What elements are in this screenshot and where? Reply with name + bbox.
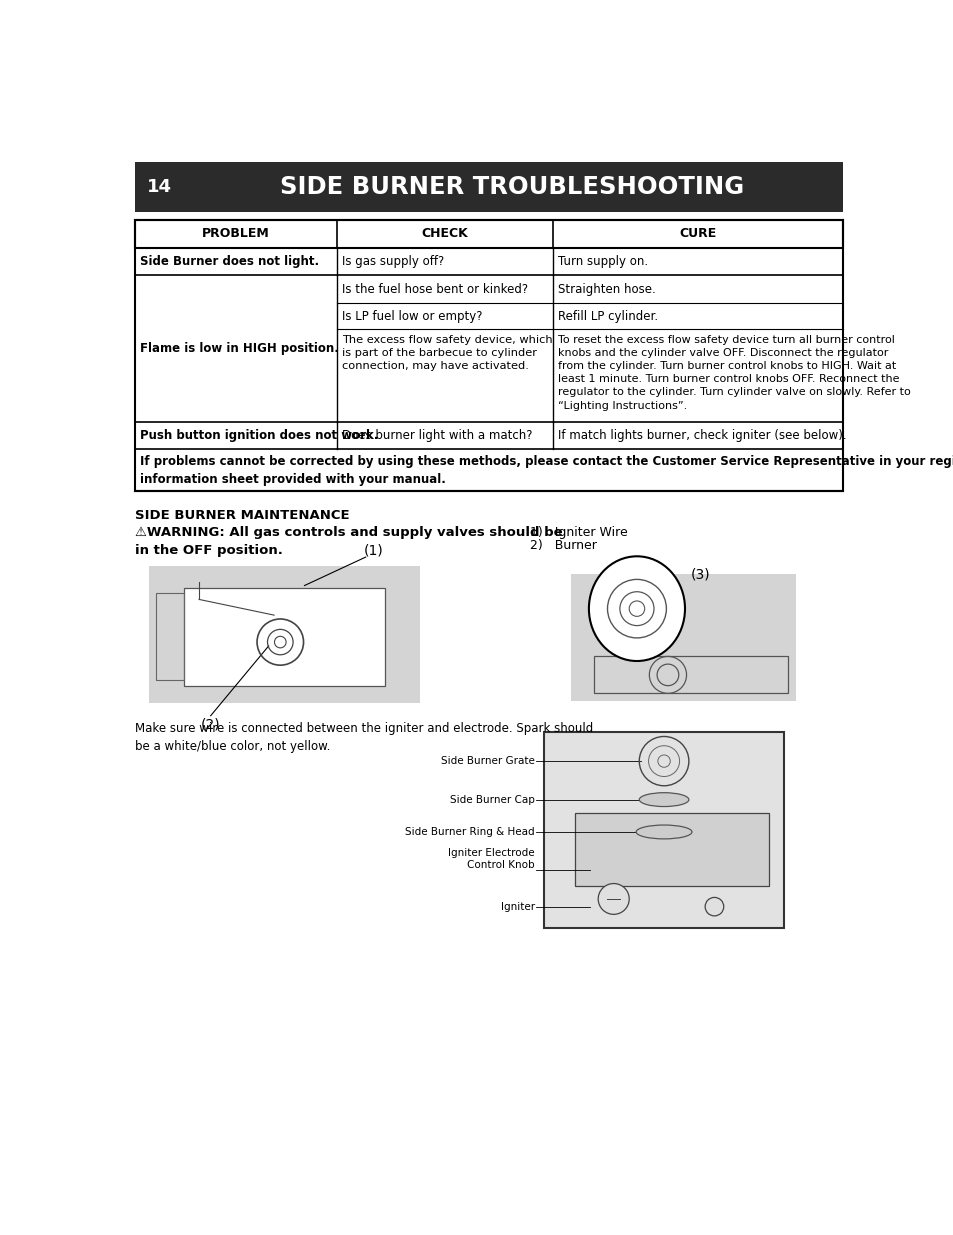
Text: Push button ignition does not work.: Push button ignition does not work. bbox=[140, 429, 378, 442]
Bar bbox=[156, 593, 183, 680]
Text: (1): (1) bbox=[363, 543, 383, 557]
Text: Flame is low in HIGH position.: Flame is low in HIGH position. bbox=[140, 342, 338, 354]
Ellipse shape bbox=[588, 556, 684, 661]
Bar bbox=[134, 162, 842, 212]
Text: Is LP fuel low or empty?: Is LP fuel low or empty? bbox=[342, 310, 482, 322]
Text: Make sure wire is connected between the igniter and electrode. Spark should
be a: Make sure wire is connected between the … bbox=[134, 721, 593, 753]
Bar bbox=[149, 567, 419, 704]
Bar bbox=[575, 813, 768, 885]
Text: Side Burner Grate: Side Burner Grate bbox=[440, 756, 534, 766]
Bar bbox=[183, 588, 385, 687]
Text: (3): (3) bbox=[691, 568, 710, 582]
Bar bbox=[571, 574, 795, 701]
Text: 14: 14 bbox=[147, 178, 172, 196]
Text: Igniter Electrode
Control Knob: Igniter Electrode Control Knob bbox=[448, 847, 534, 871]
Text: Straighten hose.: Straighten hose. bbox=[558, 283, 655, 295]
Text: 2)   Burner: 2) Burner bbox=[530, 538, 597, 552]
Bar bbox=[134, 220, 842, 247]
Text: PROBLEM: PROBLEM bbox=[202, 227, 270, 240]
Text: Does burner light with a match?: Does burner light with a match? bbox=[342, 429, 532, 442]
Text: 1)   Igniter Wire: 1) Igniter Wire bbox=[530, 526, 627, 540]
Text: Turn supply on.: Turn supply on. bbox=[558, 254, 647, 268]
Text: To reset the excess flow safety device turn all burner control
knobs and the cyl: To reset the excess flow safety device t… bbox=[558, 335, 910, 410]
Bar bbox=[594, 656, 787, 693]
Text: SIDE BURNER TROUBLESHOOTING: SIDE BURNER TROUBLESHOOTING bbox=[280, 175, 743, 199]
Text: Is gas supply off?: Is gas supply off? bbox=[342, 254, 444, 268]
Text: Side Burner Ring & Head: Side Burner Ring & Head bbox=[405, 827, 534, 837]
Text: CHECK: CHECK bbox=[421, 227, 468, 240]
Text: Side Burner Cap: Side Burner Cap bbox=[449, 794, 534, 805]
Text: Side Burner does not light.: Side Burner does not light. bbox=[140, 254, 319, 268]
Text: If match lights burner, check igniter (see below).: If match lights burner, check igniter (s… bbox=[558, 429, 846, 442]
Text: (2): (2) bbox=[201, 718, 220, 731]
Text: The excess flow safety device, which
is part of the barbecue to cylinder
connect: The excess flow safety device, which is … bbox=[342, 335, 552, 370]
Bar bbox=[543, 732, 783, 929]
Ellipse shape bbox=[636, 825, 691, 839]
Text: If problems cannot be corrected by using these methods, please contact the Custo: If problems cannot be corrected by using… bbox=[140, 456, 953, 487]
Ellipse shape bbox=[639, 793, 688, 806]
Circle shape bbox=[704, 898, 723, 916]
Bar bbox=[134, 220, 842, 490]
Text: Refill LP cylinder.: Refill LP cylinder. bbox=[558, 310, 658, 322]
Text: SIDE BURNER MAINTENANCE: SIDE BURNER MAINTENANCE bbox=[134, 509, 349, 522]
Text: ⚠WARNING: All gas controls and supply valves should be
in the OFF position.: ⚠WARNING: All gas controls and supply va… bbox=[134, 526, 561, 557]
Text: Igniter: Igniter bbox=[500, 902, 534, 911]
Circle shape bbox=[598, 883, 629, 914]
Text: Is the fuel hose bent or kinked?: Is the fuel hose bent or kinked? bbox=[342, 283, 528, 295]
Text: CURE: CURE bbox=[679, 227, 716, 240]
